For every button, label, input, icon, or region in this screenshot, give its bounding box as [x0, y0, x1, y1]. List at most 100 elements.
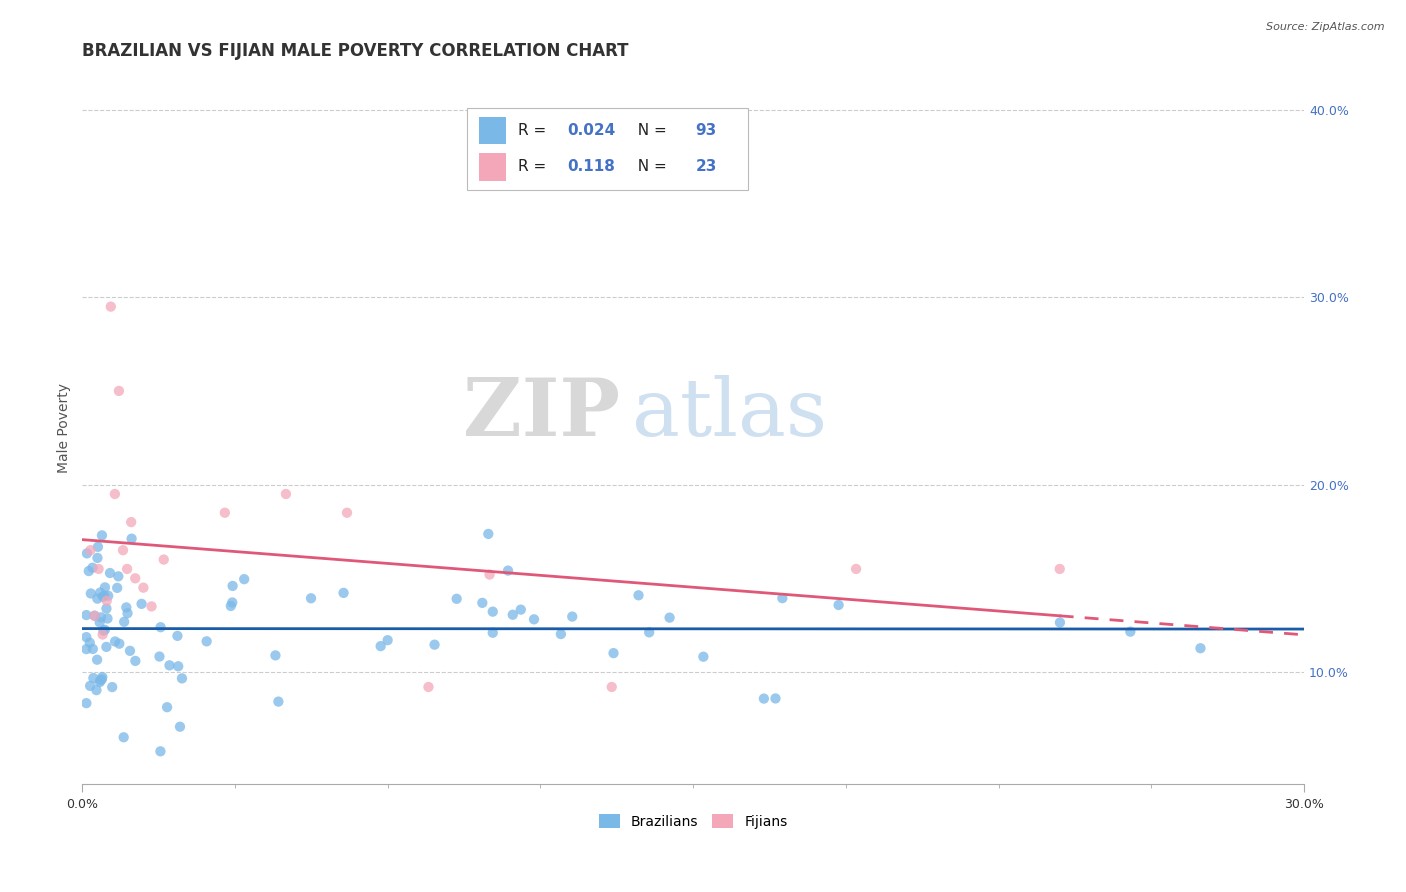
Point [377, 633, 399, 648]
FancyBboxPatch shape [467, 108, 748, 190]
Point [765, 691, 787, 706]
Point [523, 612, 546, 626]
Point [83, 608, 105, 623]
Text: 0.024: 0.024 [568, 123, 616, 138]
Point [91, 670, 114, 684]
Point [82, 642, 104, 657]
Point [195, 634, 218, 648]
Point [101, 680, 124, 694]
Point [82, 671, 104, 685]
Point [115, 562, 138, 576]
Point [166, 629, 188, 643]
Point [132, 581, 155, 595]
Point [658, 610, 681, 624]
Point [91, 627, 114, 641]
Point [481, 605, 503, 619]
Point [159, 658, 181, 673]
Point [100, 300, 122, 314]
Point [264, 648, 287, 663]
Point [370, 639, 392, 653]
Point [477, 527, 499, 541]
Text: 93: 93 [696, 123, 717, 138]
Point [152, 552, 174, 566]
Point [752, 691, 775, 706]
Point [87, 562, 110, 576]
Point [170, 672, 193, 686]
Point [418, 680, 440, 694]
Point [561, 609, 583, 624]
Text: N =: N = [628, 160, 672, 175]
Point [91, 590, 114, 604]
Point [115, 600, 138, 615]
Point [117, 606, 139, 620]
Text: R =: R = [519, 123, 551, 138]
Point [149, 620, 172, 634]
Legend: Brazilians, Fijians: Brazilians, Fijians [593, 808, 793, 834]
Point [1049, 562, 1071, 576]
Point [336, 506, 359, 520]
Text: BRAZILIAN VS FIJIAN MALE POVERTY CORRELATION CHART: BRAZILIAN VS FIJIAN MALE POVERTY CORRELA… [83, 42, 628, 60]
Point [219, 599, 242, 613]
Point [446, 591, 468, 606]
Point [89, 673, 111, 688]
Point [638, 625, 661, 640]
Point [79, 636, 101, 650]
Text: ZIP: ZIP [463, 376, 620, 453]
Point [77, 564, 100, 578]
Point [75, 608, 97, 623]
Text: Source: ZipAtlas.com: Source: ZipAtlas.com [1267, 22, 1385, 32]
Point [79, 543, 101, 558]
Point [148, 649, 170, 664]
Point [90, 610, 112, 624]
Point [82, 560, 104, 574]
FancyBboxPatch shape [479, 153, 506, 180]
Point [478, 567, 501, 582]
Point [97, 589, 120, 603]
Point [156, 700, 179, 714]
Point [87, 540, 110, 554]
Point [267, 695, 290, 709]
Point [332, 586, 354, 600]
Point [627, 588, 650, 602]
Point [108, 384, 131, 398]
Text: atlas: atlas [633, 376, 827, 453]
Point [221, 579, 243, 593]
Point [118, 644, 141, 658]
Point [104, 487, 127, 501]
Point [111, 543, 134, 558]
Point [96, 611, 118, 625]
Point [93, 624, 115, 638]
Point [108, 637, 131, 651]
Text: 0.118: 0.118 [568, 160, 616, 175]
Point [169, 720, 191, 734]
Point [1189, 641, 1212, 656]
Text: R =: R = [519, 160, 557, 175]
Point [107, 569, 129, 583]
Point [121, 532, 143, 546]
Point [502, 607, 524, 622]
Point [89, 615, 111, 630]
Point [83, 608, 105, 623]
Point [105, 581, 128, 595]
Point [233, 572, 256, 586]
Point [104, 634, 127, 648]
Point [692, 649, 714, 664]
Point [98, 566, 121, 580]
Point [86, 653, 108, 667]
Point [471, 596, 494, 610]
Point [496, 564, 519, 578]
Point [845, 562, 868, 576]
Point [93, 589, 115, 603]
Point [1119, 624, 1142, 639]
Y-axis label: Male Poverty: Male Poverty [58, 384, 72, 474]
Point [86, 683, 108, 698]
Point [90, 673, 112, 687]
FancyBboxPatch shape [479, 118, 506, 145]
Point [509, 602, 531, 616]
Point [120, 515, 142, 529]
Point [89, 675, 111, 690]
Point [1049, 615, 1071, 630]
Point [602, 646, 624, 660]
Point [423, 638, 446, 652]
Point [75, 642, 97, 657]
